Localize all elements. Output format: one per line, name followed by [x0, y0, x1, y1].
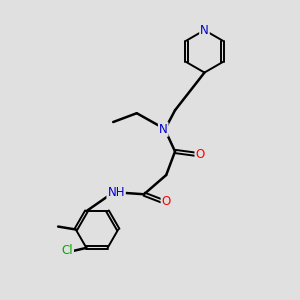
Text: NH: NH [107, 186, 125, 199]
Text: N: N [200, 24, 209, 37]
Text: O: O [195, 148, 205, 161]
Text: N: N [159, 123, 168, 136]
Text: O: O [162, 195, 171, 208]
Text: Cl: Cl [61, 244, 73, 257]
